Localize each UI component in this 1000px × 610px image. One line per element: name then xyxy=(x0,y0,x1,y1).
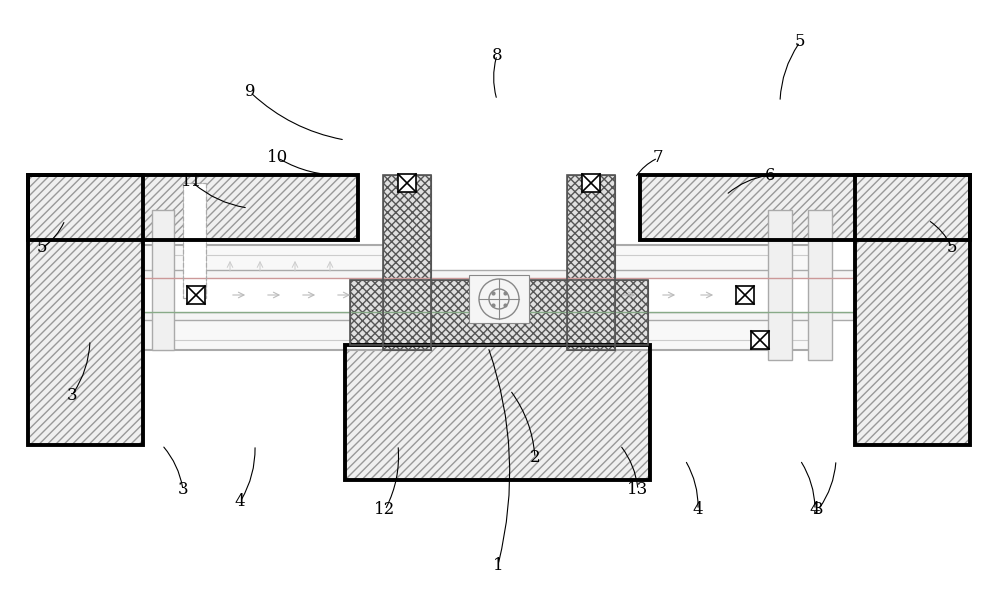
Bar xyxy=(350,280,648,345)
Text: 6: 6 xyxy=(765,167,775,184)
Bar xyxy=(345,345,650,480)
Text: 7: 7 xyxy=(653,149,663,167)
Bar xyxy=(736,286,754,304)
Text: 12: 12 xyxy=(374,501,396,518)
Text: 9: 9 xyxy=(245,84,255,101)
Text: 1: 1 xyxy=(493,556,503,573)
Bar xyxy=(567,175,615,350)
Bar xyxy=(590,245,830,350)
Bar xyxy=(469,275,529,323)
Text: 8: 8 xyxy=(492,46,502,63)
Bar xyxy=(183,183,206,298)
Text: 5: 5 xyxy=(37,240,47,256)
Bar xyxy=(640,175,970,240)
Bar xyxy=(350,280,648,345)
Text: 10: 10 xyxy=(267,149,289,167)
Bar xyxy=(345,345,650,480)
Bar xyxy=(582,174,600,192)
Bar xyxy=(855,175,970,445)
Bar xyxy=(383,175,431,350)
Bar xyxy=(28,175,358,240)
Text: 2: 2 xyxy=(530,450,540,467)
Text: 13: 13 xyxy=(627,481,649,498)
Bar xyxy=(751,331,769,349)
Bar xyxy=(855,175,970,445)
Bar xyxy=(143,270,855,320)
Bar xyxy=(28,175,358,240)
Bar xyxy=(567,175,615,350)
Bar xyxy=(383,175,431,350)
Text: 5: 5 xyxy=(795,34,805,51)
Bar xyxy=(187,286,205,304)
Text: 4: 4 xyxy=(693,501,703,518)
Bar xyxy=(28,175,143,445)
Bar xyxy=(28,175,143,445)
Text: 3: 3 xyxy=(178,481,188,498)
Bar xyxy=(808,210,832,360)
Text: 4: 4 xyxy=(810,501,820,518)
Text: 11: 11 xyxy=(181,173,203,190)
Text: 5: 5 xyxy=(947,240,957,256)
Text: 3: 3 xyxy=(67,387,77,403)
Text: 4: 4 xyxy=(235,493,245,511)
Bar xyxy=(602,255,818,340)
Bar xyxy=(155,255,396,340)
Bar xyxy=(768,210,792,360)
Bar xyxy=(640,175,970,240)
Bar xyxy=(152,210,174,350)
Text: 3: 3 xyxy=(813,501,823,518)
Bar xyxy=(143,245,408,350)
Bar xyxy=(143,278,855,313)
Bar xyxy=(398,174,416,192)
